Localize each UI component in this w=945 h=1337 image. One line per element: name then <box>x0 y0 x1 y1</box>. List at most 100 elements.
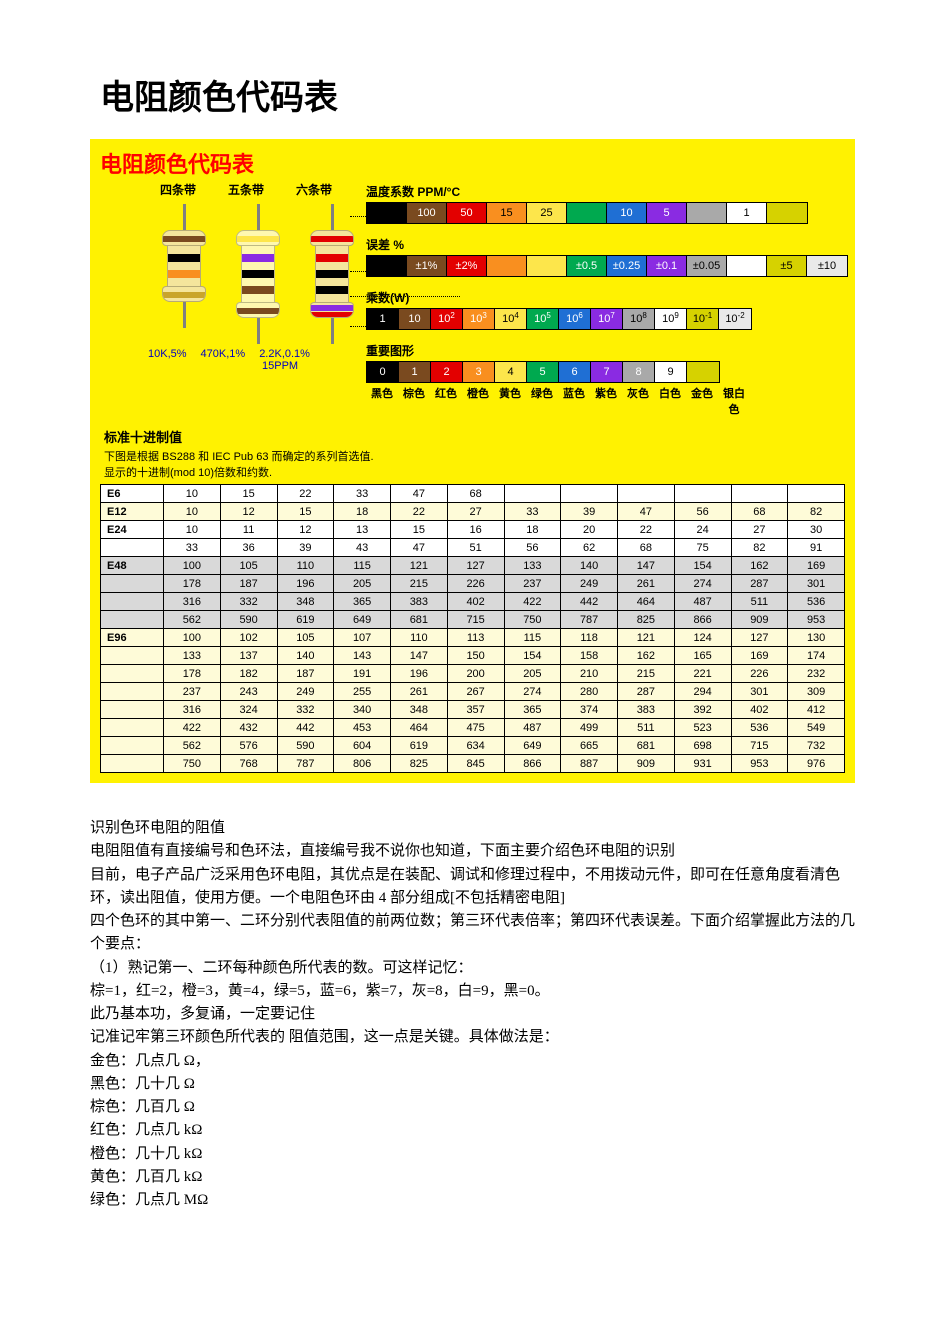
table-cell: 10 <box>164 503 221 521</box>
table-row: 237243249255261267274280287294301309 <box>101 683 845 701</box>
legend-label-temp: 温度系数 PPM/°C <box>366 183 848 200</box>
table-cell: 12 <box>277 521 334 539</box>
color-name: 橙色 <box>462 385 494 417</box>
table-cell: 182 <box>220 665 277 683</box>
paragraph: （1）熟记第一、二环每种颜色所代表的数。可这样记忆： <box>90 957 855 980</box>
table-cell: 154 <box>504 647 561 665</box>
legend-cell: ±0.1 <box>647 256 687 276</box>
table-cell: 105 <box>277 629 334 647</box>
table-row: E6101522334768 <box>101 485 845 503</box>
table-cell: 169 <box>788 557 845 575</box>
table-cell: 110 <box>391 629 448 647</box>
table-cell: 10 <box>164 521 221 539</box>
legend-block: 温度系数 PPM/°C1005015251051误差 %±1%±2%±0.5±0… <box>366 181 848 417</box>
table-cell: 150 <box>447 647 504 665</box>
table-cell: 100 <box>164 629 221 647</box>
table-cell: 47 <box>391 485 448 503</box>
color-name: 黑色 <box>366 385 398 417</box>
table-cell: 348 <box>277 593 334 611</box>
paragraph: 红色：几点几 kΩ <box>90 1119 855 1142</box>
table-cell: 931 <box>674 755 731 773</box>
table-row: 316324332340348357365374383392402412 <box>101 701 845 719</box>
table-cell: 75 <box>674 539 731 557</box>
table-cell: 237 <box>504 575 561 593</box>
table-cell: 187 <box>277 665 334 683</box>
legend-cell: 4 <box>495 362 527 382</box>
legend-cell <box>767 203 807 223</box>
table-row: 178187196205215226237249261274287301 <box>101 575 845 593</box>
table-cell: 27 <box>447 503 504 521</box>
color-name: 银白色 <box>718 385 750 417</box>
legend-row: 0123456789 <box>366 361 720 383</box>
series-label <box>101 701 164 719</box>
table-cell: 82 <box>788 503 845 521</box>
color-name: 棕色 <box>398 385 430 417</box>
table-cell: 165 <box>674 647 731 665</box>
table-cell: 237 <box>164 683 221 701</box>
table-row: E24101112131516182022242730 <box>101 521 845 539</box>
table-cell: 68 <box>447 485 504 503</box>
resistor-0 <box>160 204 208 344</box>
std-values-title: 标准十进制值 <box>104 427 845 446</box>
table-cell: 422 <box>164 719 221 737</box>
table-cell: 221 <box>674 665 731 683</box>
legend-cell: 2 <box>431 362 463 382</box>
table-cell: 402 <box>731 701 788 719</box>
table-cell: 169 <box>731 647 788 665</box>
table-cell: 787 <box>561 611 618 629</box>
legend-cell: 50 <box>447 203 487 223</box>
table-cell: 402 <box>447 593 504 611</box>
table-cell: 806 <box>334 755 391 773</box>
legend-cell: 5 <box>647 203 687 223</box>
table-cell: 140 <box>277 647 334 665</box>
table-cell: 274 <box>504 683 561 701</box>
table-cell: 115 <box>504 629 561 647</box>
table-cell: 649 <box>334 611 391 629</box>
table-cell: 215 <box>391 575 448 593</box>
table-cell: 432 <box>220 719 277 737</box>
legend-cell: 107 <box>591 309 623 329</box>
table-cell: 226 <box>447 575 504 593</box>
table-cell: 18 <box>504 521 561 539</box>
table-row: 562576590604619634649665681698715732 <box>101 737 845 755</box>
legend-cell: 104 <box>495 309 527 329</box>
table-cell: 68 <box>618 539 675 557</box>
table-cell: 36 <box>220 539 277 557</box>
series-label: E24 <box>101 521 164 539</box>
legend-cell <box>487 256 527 276</box>
table-cell: 887 <box>561 755 618 773</box>
legend-row: ±1%±2%±0.5±0.25±0.1±0.05±5±10 <box>366 255 848 277</box>
table-cell: 107 <box>334 629 391 647</box>
legend-cell: ±1% <box>407 256 447 276</box>
table-row: 422432442453464475487499511523536549 <box>101 719 845 737</box>
table-cell: 681 <box>391 611 448 629</box>
table-cell: 13 <box>334 521 391 539</box>
table-cell: 22 <box>391 503 448 521</box>
table-cell: 562 <box>164 737 221 755</box>
table-cell: 422 <box>504 593 561 611</box>
table-row: 133137140143147150154158162165169174 <box>101 647 845 665</box>
table-cell: 147 <box>618 557 675 575</box>
table-cell: 576 <box>220 737 277 755</box>
legend-label-tol: 误差 % <box>366 236 848 253</box>
table-cell: 154 <box>674 557 731 575</box>
table-cell: 909 <box>618 755 675 773</box>
table-row: 178182187191196200205210215221226232 <box>101 665 845 683</box>
legend-cell <box>727 256 767 276</box>
table-cell: 464 <box>391 719 448 737</box>
table-row: E12101215182227333947566882 <box>101 503 845 521</box>
series-label <box>101 683 164 701</box>
table-cell: 866 <box>504 755 561 773</box>
legend-cell: 1 <box>727 203 767 223</box>
table-cell: 698 <box>674 737 731 755</box>
legend-label-digit: 重要图形 <box>366 342 848 359</box>
table-cell: 487 <box>674 593 731 611</box>
table-cell: 39 <box>561 503 618 521</box>
table-row: 316332348365383402422442464487511536 <box>101 593 845 611</box>
table-cell: 143 <box>334 647 391 665</box>
table-cell: 332 <box>220 593 277 611</box>
legend-cell: 25 <box>527 203 567 223</box>
legend-cell: 10-2 <box>719 309 751 329</box>
table-cell: 43 <box>334 539 391 557</box>
legend-cell: 1 <box>367 309 399 329</box>
